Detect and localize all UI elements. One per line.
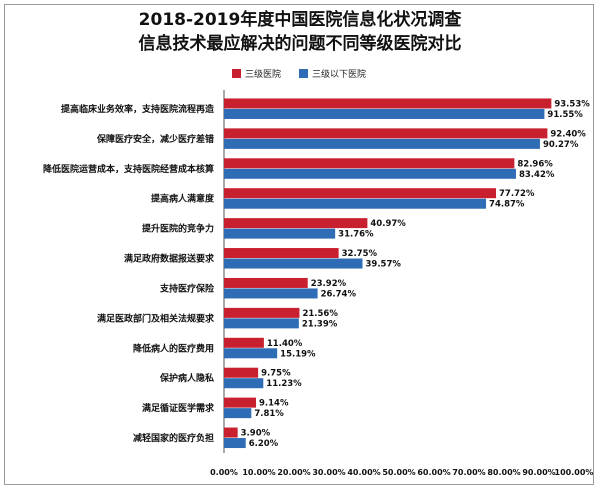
data-label-series1: 11.40% [267,339,303,349]
data-label-series2: 6.20% [249,439,279,449]
chart-frame [4,4,594,485]
category-label: 提高临床业务效率，支持医院流程再造 [61,103,215,115]
bar-series1 [224,307,300,318]
bar-series1 [224,427,238,438]
bar-series1 [224,98,552,109]
chart-title: 2018-2019年度中国医院信息化状况调查 [138,10,462,30]
legend-swatch-series2 [299,68,309,78]
bar-series2 [224,438,246,449]
data-label-series2: 7.81% [254,409,284,419]
bar-series2 [224,318,299,329]
bar-series2 [224,198,487,209]
x-tick-label: 50.00% [382,468,415,477]
chart-legend: 三级医院 三级以下医院 [232,66,384,80]
data-label-series2: 15.19% [280,349,316,359]
data-label-series1: 40.97% [370,219,406,229]
category-label: 提高病人满意度 [151,193,215,205]
chart-subtitle: 信息技术最应解决的问题不同等级医院对比 [138,34,462,54]
data-label-series2: 31.76% [338,230,374,240]
data-label-series2: 74.87% [489,200,525,210]
legend-item-series1: 三级医院 [232,67,281,80]
x-tick-label: 90.00% [522,468,555,477]
bar-series1 [224,397,256,408]
bar-series2 [224,378,264,389]
data-label-series1: 93.53% [554,99,590,109]
data-label-series2: 21.39% [302,319,338,329]
data-label-series1: 32.75% [342,249,378,259]
category-label: 满足医政部门及相关法规要求 [97,312,215,324]
data-label-series2: 90.27% [543,140,579,150]
category-label: 支持医疗保险 [159,282,215,294]
category-label: 降低医院运营成本，支持医院经营成本核算 [43,163,214,175]
data-label-series2: 39.57% [365,260,401,270]
legend-swatch-series1 [232,68,241,78]
data-label-series1: 23.92% [311,279,347,289]
x-tick-label: 20.00% [277,468,310,477]
data-label-series1: 3.90% [241,429,271,439]
data-label-series2: 83.42% [519,170,555,180]
bar-series1 [224,277,308,288]
x-tick-label: 40.00% [347,468,380,477]
x-tick-label: 100.00% [555,468,594,477]
bar-series2 [224,408,252,419]
bar-series1 [224,128,548,139]
bar-series2 [224,168,516,179]
bar-series1 [224,248,339,259]
data-label-series1: 9.14% [259,399,289,409]
bar-series2 [224,288,318,299]
x-tick-label: 10.00% [242,468,275,477]
category-label: 减轻国家的医疗负担 [133,432,214,444]
bar-series2 [224,138,540,149]
bar-series2 [224,258,363,269]
legend-item-series2: 三级以下医院 [299,67,366,80]
category-label: 提升医院的竞争力 [142,223,214,235]
bar-series1 [224,188,497,199]
x-tick-label: 0.00% [210,468,238,477]
x-tick-label: 30.00% [312,468,345,477]
category-label: 保护病人隐私 [159,372,214,384]
category-label: 保障医疗安全，减少医疗差错 [96,133,214,145]
x-tick-label: 80.00% [487,468,520,477]
data-label-series1: 21.56% [302,309,338,319]
bar-series1 [224,218,368,229]
legend-label-series2: 三级以下医院 [312,69,367,80]
category-label: 满足循证医学需求 [142,402,215,414]
data-label-series2: 11.23% [266,379,302,389]
legend-label-series1: 三级医院 [245,69,282,80]
data-label-series1: 77.72% [499,189,535,199]
category-label: 降低病人的医疗费用 [133,342,214,354]
bar-series1 [224,337,264,348]
bar-series2 [224,348,278,359]
bar-series1 [224,158,515,169]
data-label-series2: 91.55% [547,110,583,120]
x-tick-label: 60.00% [417,468,450,477]
bar-series2 [224,108,545,119]
bar-series1 [224,367,259,378]
category-label: 满足政府数据报送要求 [124,253,215,265]
data-label-series1: 82.96% [517,159,553,169]
x-tick-label: 70.00% [452,468,485,477]
bar-series2 [224,228,336,239]
data-label-series2: 26.74% [321,289,357,299]
data-label-series1: 9.75% [261,369,291,379]
data-label-series1: 92.40% [550,129,586,139]
